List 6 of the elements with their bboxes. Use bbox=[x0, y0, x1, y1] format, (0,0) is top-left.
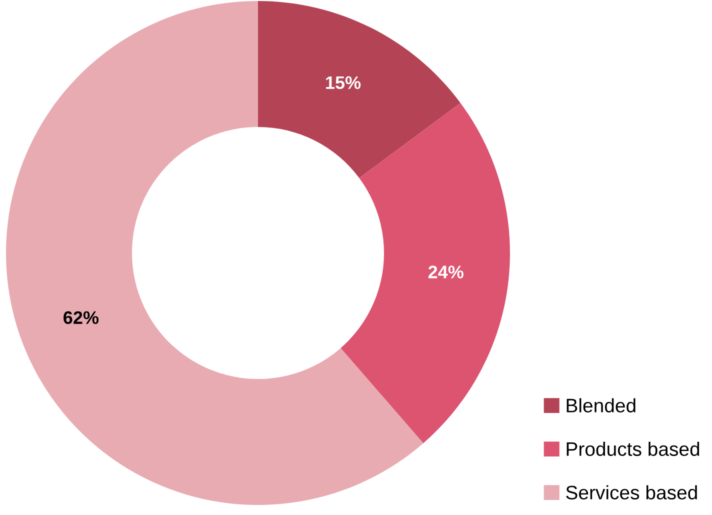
legend-label: Products based bbox=[566, 442, 700, 456]
data-label: 24% bbox=[428, 266, 464, 278]
data-label: 15% bbox=[326, 76, 361, 90]
legend-label: Blended bbox=[566, 398, 636, 412]
legend-label: Services based bbox=[566, 485, 697, 500]
data-label: 62% bbox=[64, 311, 99, 324]
